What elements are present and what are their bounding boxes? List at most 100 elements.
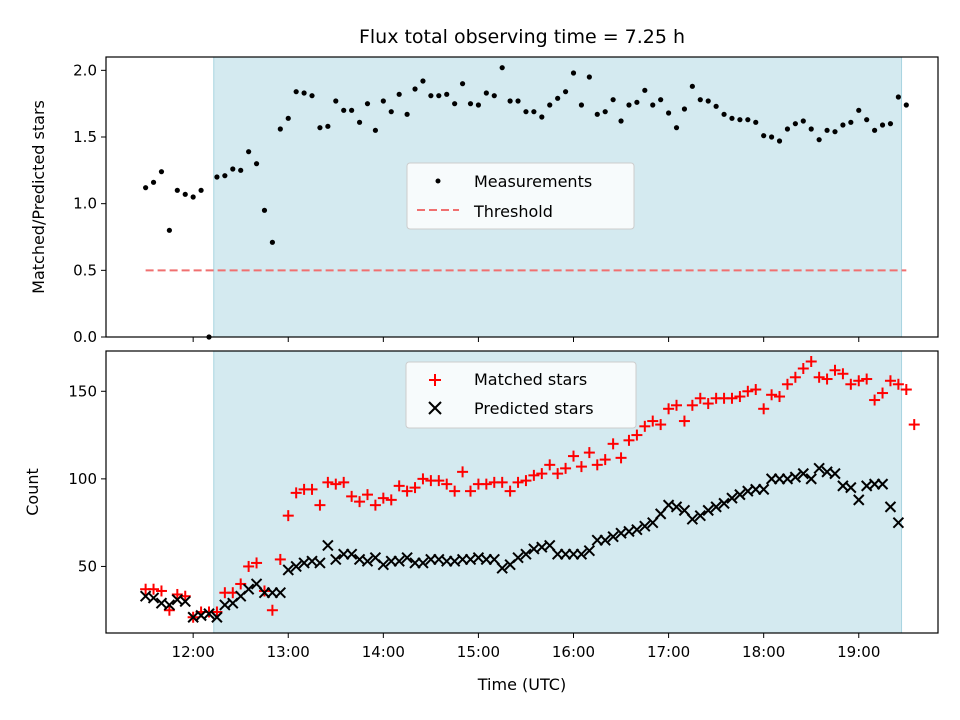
measurement-point — [673, 125, 680, 131]
measurement-point — [277, 126, 283, 132]
x-diag-2 — [203, 608, 215, 620]
predicted-star-point — [377, 558, 390, 571]
matched-star-point — [702, 398, 714, 410]
measurement-point — [214, 174, 220, 180]
x-diag-2 — [670, 501, 683, 513]
predicted-star-point — [512, 551, 524, 564]
matched-star-point — [663, 403, 675, 415]
matched-star-point — [837, 368, 849, 380]
matched-star-point — [813, 371, 825, 383]
x-diag-2 — [845, 481, 857, 494]
measurement-point — [246, 149, 252, 155]
measurement-point — [333, 98, 339, 104]
measurement-point — [618, 118, 624, 124]
predicted-star-point — [647, 516, 659, 529]
x-diag-2 — [417, 557, 429, 569]
measurement-point — [222, 173, 228, 179]
predicted-star-point — [496, 562, 508, 574]
x-tick-label: 14:00 — [362, 643, 405, 661]
matched-star-point — [900, 384, 912, 396]
predicted-star-point — [670, 501, 683, 513]
x-diag-2 — [163, 599, 176, 611]
measurements-series — [143, 65, 909, 340]
matched-star-point — [520, 475, 532, 487]
x-diag-2 — [322, 539, 334, 552]
predicted-star-point — [702, 504, 714, 517]
measurement-point — [269, 239, 275, 245]
measurement-point — [499, 65, 505, 71]
x-diag-2 — [876, 478, 889, 490]
x-diag-2 — [528, 543, 540, 555]
matched-star-point — [346, 490, 358, 502]
x-diag-2 — [742, 485, 754, 497]
matched-star-point — [884, 375, 896, 387]
predicted-star-point — [631, 523, 643, 536]
x-diag-2 — [314, 557, 326, 569]
x-diag-2 — [623, 525, 635, 538]
x-diag-2 — [781, 473, 794, 485]
matched-star-point — [322, 476, 334, 488]
x-diag-2 — [298, 557, 310, 569]
predicted-star-point — [599, 534, 611, 546]
legend-matched-marker — [429, 374, 441, 386]
measurement-point — [848, 119, 854, 125]
x-diag-2 — [544, 539, 556, 552]
x-diag-2 — [607, 530, 619, 543]
x-diag-2 — [250, 578, 263, 590]
measurement-point — [903, 102, 909, 108]
matched-star-point — [805, 356, 817, 368]
measurement-point — [689, 83, 695, 89]
x-tick-label: 19:00 — [837, 643, 880, 661]
measurement-point — [174, 187, 180, 193]
matched-star-point — [861, 373, 873, 385]
legend-predicted-label: Predicted stars — [474, 399, 594, 418]
legend-threshold-label: Threshold — [473, 202, 553, 221]
x-tick-label: 17:00 — [647, 643, 690, 661]
measurement-point — [769, 134, 775, 140]
x-diag-2 — [797, 467, 810, 480]
matched-star-point — [314, 499, 326, 511]
predicted-star-point — [678, 504, 691, 517]
predicted-star-point — [488, 553, 500, 566]
x-diag-2 — [615, 527, 627, 539]
matched-star-point — [433, 475, 445, 487]
x-diag-2 — [147, 592, 160, 604]
measurement-point — [158, 169, 165, 175]
predicted-star-point — [250, 578, 263, 590]
predicted-star-point — [211, 611, 223, 623]
measurement-point — [182, 191, 188, 197]
x-axis-label: Time (UTC) — [477, 675, 566, 694]
measurement-point — [380, 98, 386, 104]
measurement-point — [816, 137, 822, 143]
measurement-point — [150, 179, 157, 185]
matched-star-point — [155, 585, 167, 597]
measurement-point — [143, 185, 149, 191]
bottom-legend: Matched stars Predicted stars — [405, 361, 637, 429]
x-diag-2 — [892, 516, 905, 529]
measurement-point — [198, 187, 204, 193]
x-diag-2 — [710, 501, 722, 513]
predicted-star-point — [654, 508, 667, 520]
matched-star-point — [258, 585, 270, 597]
measurement-point — [800, 118, 806, 124]
predicted-star-point — [813, 462, 825, 475]
matched-star-point — [623, 434, 635, 446]
measurement-point — [642, 87, 648, 93]
x-diag-2 — [647, 516, 659, 529]
x-diag-2 — [448, 555, 461, 567]
measurement-point — [555, 95, 561, 101]
measurement-point — [681, 106, 688, 112]
bottom-plot-frame — [105, 350, 939, 634]
x-tick-label: 13:00 — [267, 643, 310, 661]
matched-star-point — [797, 363, 809, 375]
bottom-legend-box — [405, 361, 637, 429]
measurement-point — [658, 97, 664, 103]
x-tick-label: 16:00 — [552, 643, 595, 661]
predicted-star-point — [544, 539, 556, 552]
measurement-point — [650, 102, 656, 108]
predicted-star-point — [520, 548, 532, 560]
measurement-point — [420, 78, 426, 84]
x-diag-2 — [242, 583, 255, 595]
measurement-point — [840, 122, 846, 128]
